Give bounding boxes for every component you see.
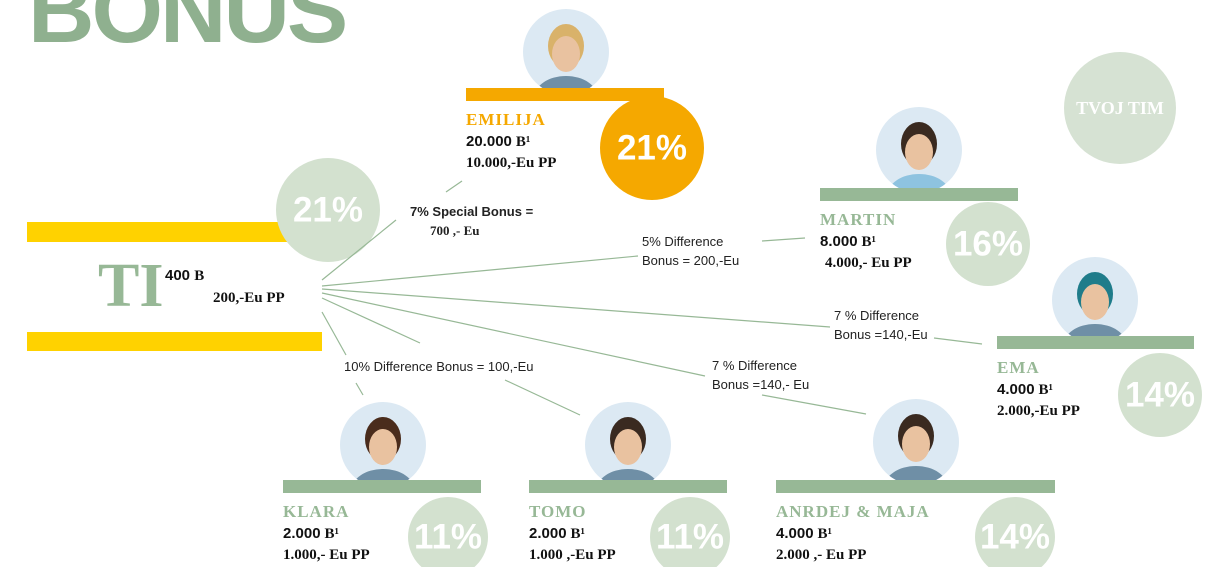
node-name: KLARA: [283, 502, 349, 521]
edge-line: [356, 383, 363, 395]
node-pp: 2.000 ,- Eu PP: [776, 547, 866, 563]
points-value: 2.000: [529, 525, 567, 542]
edge-label: 7% Special Bonus =: [410, 204, 534, 219]
root-bar: [27, 222, 322, 242]
points-unit: B¹: [818, 526, 833, 542]
points-value: 8.000: [820, 233, 858, 250]
bonus-diagram: BONUS TVOJ TIM 21% TI 400 B 200,-Eu PP 7…: [0, 0, 1213, 567]
node: 11% TOMO 2.000B¹ 1.000 ,-Eu PP: [529, 402, 730, 567]
edge-line: [322, 312, 346, 355]
avatar-face: [905, 134, 933, 170]
node-pp: 1.000 ,-Eu PP: [529, 547, 616, 563]
points-unit: B¹: [1039, 382, 1054, 398]
node-bar: [283, 480, 481, 493]
node-bar: [529, 480, 727, 493]
node-name: ANRDEJ & MAJA: [776, 502, 930, 521]
node-bar: [466, 88, 664, 101]
node-name: TOMO: [529, 502, 587, 521]
edge-line: [762, 238, 805, 241]
percent: 11%: [656, 518, 724, 557]
node-pp: 1.000,- Eu PP: [283, 547, 370, 563]
root-bar: [27, 332, 322, 351]
percent: 14%: [980, 518, 1050, 557]
edge-label: 5% Difference: [642, 234, 723, 249]
node-bar: [776, 480, 1055, 493]
edge-label: 10% Difference Bonus = 100,-Eu: [344, 359, 533, 374]
node-bar: [820, 188, 1018, 201]
edge-line: [446, 181, 462, 192]
root-points: 400 B: [165, 267, 204, 284]
avatar-face: [902, 426, 930, 462]
node-name: MARTIN: [820, 210, 896, 229]
edge-line: [322, 256, 638, 286]
team-label: TVOJ TIM: [1076, 98, 1164, 118]
root-points-value: 400: [165, 267, 190, 284]
avatar-face: [1081, 284, 1109, 320]
points-value: 4.000: [997, 381, 1035, 398]
node-name: EMA: [997, 358, 1040, 377]
points-unit: B¹: [862, 234, 877, 250]
points-value: 2.000: [283, 525, 321, 542]
points-unit: B¹: [571, 526, 586, 542]
root-points-unit: B: [194, 268, 204, 284]
edge-line: [934, 338, 982, 344]
edge-label: 7 % Difference: [712, 358, 797, 373]
edge-label: Bonus =140,- Eu: [712, 377, 809, 392]
edge-label: 7 % Difference: [834, 308, 919, 323]
edge-line: [322, 298, 420, 343]
root-percent: 21%: [293, 191, 363, 230]
root-pp: 200,-Eu PP: [213, 290, 285, 306]
edge-label: Bonus = 200,-Eu: [642, 253, 739, 268]
points-value: 20.000: [466, 133, 512, 150]
avatar-face: [614, 429, 642, 465]
edge-line: [762, 395, 866, 414]
percent: 21%: [617, 129, 687, 168]
points-unit: B¹: [325, 526, 340, 542]
node-bar: [997, 336, 1194, 349]
node-pp: 4.000,- Eu PP: [825, 255, 912, 271]
root-name: TI: [98, 252, 163, 320]
title: BONUS: [28, 0, 345, 62]
edge-line: [505, 380, 580, 415]
node-pp: 10.000,-Eu PP: [466, 155, 556, 171]
points-unit: B¹: [516, 134, 531, 150]
avatar-face: [552, 36, 580, 72]
points-value: 4.000: [776, 525, 814, 542]
percent: 16%: [953, 225, 1023, 264]
percent: 11%: [414, 518, 482, 557]
avatar-face: [369, 429, 397, 465]
edge-line: [322, 289, 830, 327]
edge-label: Bonus =140,-Eu: [834, 327, 928, 342]
node-name: EMILIJA: [466, 110, 546, 129]
node-pp: 2.000,-Eu PP: [997, 403, 1080, 419]
percent: 14%: [1125, 376, 1195, 415]
edge-label: 700 ,- Eu: [430, 223, 479, 238]
